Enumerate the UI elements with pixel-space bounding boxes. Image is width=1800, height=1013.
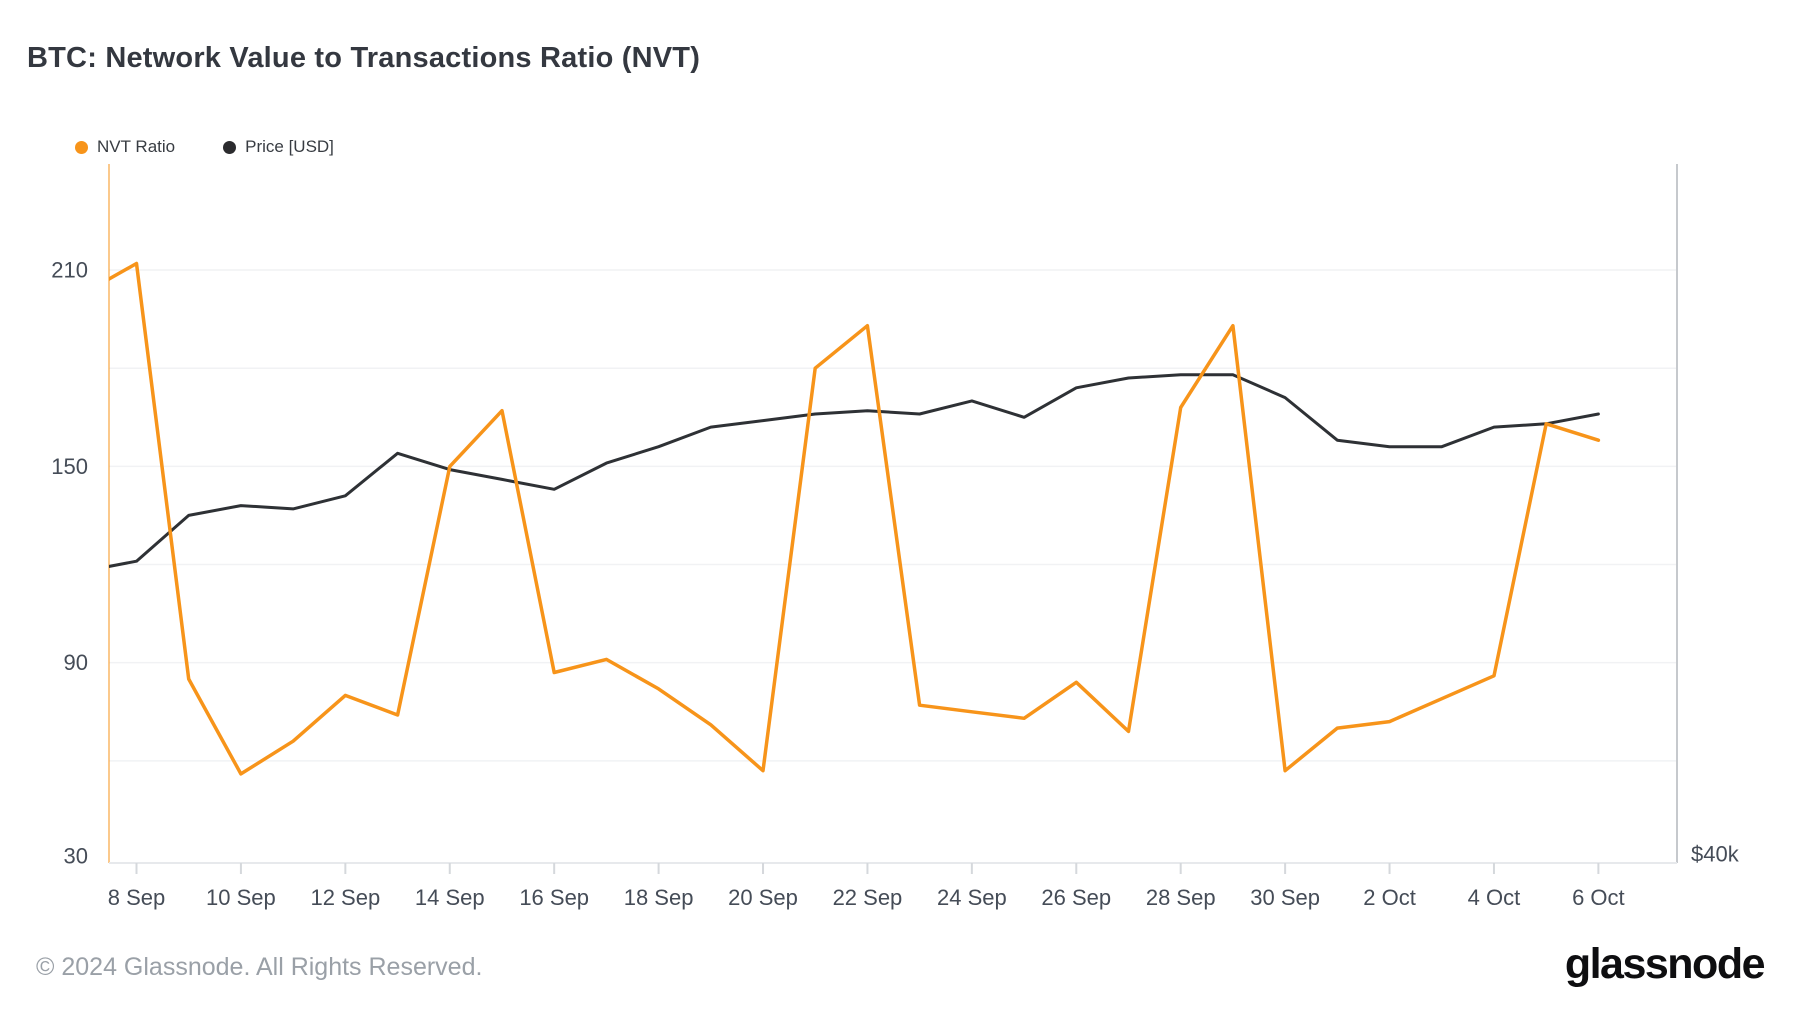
x-axis-label-6-oct: 6 Oct [1572, 885, 1625, 910]
y-axis-label-30: 30 [64, 844, 88, 869]
legend-label: Price [USD] [245, 137, 334, 156]
legend-dot [75, 140, 88, 154]
legend-label: NVT Ratio [97, 137, 176, 156]
y-axis-label-150: 150 [51, 454, 88, 479]
x-axis-labels: 8 Sep 10 Sep 12 Sep 14 Sep 16 Sep 18 Sep 20 Se… [108, 863, 1625, 910]
glassnode-logo: glassnode [1564, 940, 1766, 988]
series-lines [109, 261, 1601, 776]
page-title: BTC: Network Value to Transactions Ratio… [27, 42, 701, 74]
x-axis-label-2-oct: 2 Oct [1363, 885, 1416, 910]
x-axis-label-30-sep: 30 Sep [1250, 885, 1320, 910]
x-axis-label-4-oct: 4 Oct [1468, 885, 1521, 910]
right-axis-label: $40k [1691, 842, 1740, 867]
y-axis-label-210: 210 [51, 258, 88, 283]
y-axis-label-90: 90 [64, 650, 88, 675]
x-axis-label-22-sep: 22 Sep [833, 885, 903, 910]
chart-legend: NVT Ratio Price [USD] [75, 137, 334, 157]
x-axis-label-26-sep: 26 Sep [1041, 885, 1111, 910]
gridlines [109, 269, 1677, 762]
x-axis-label-18-sep: 18 Sep [624, 885, 694, 910]
legend-item-price-usd-[interactable]: Price [USD] [223, 137, 334, 157]
legend-dot [223, 140, 237, 154]
x-axis-label-14-sep: 14 Sep [415, 885, 485, 910]
copyright-text: © 2024 Glassnode. All Rights Reserved. [36, 953, 483, 981]
legend-item-nvt-ratio[interactable]: NVT Ratio [75, 137, 175, 157]
x-axis-label-24-sep: 24 Sep [937, 885, 1007, 910]
x-axis-label-20-sep: 20 Sep [728, 885, 798, 910]
y-axis-labels: 210 150 90 30 [51, 258, 88, 869]
x-axis-label-16-sep: 16 Sep [519, 885, 589, 910]
x-axis-label-10-sep: 10 Sep [206, 885, 276, 910]
right-axis-label-40k: $40k [1691, 842, 1740, 867]
series-line-nvt-ratio [109, 261, 1601, 776]
x-axis-label-8-sep: 8 Sep [108, 885, 166, 910]
x-axis-label-12-sep: 12 Sep [310, 885, 380, 910]
x-axis-label-28-sep: 28 Sep [1146, 885, 1216, 910]
series-line-price-usd- [109, 373, 1600, 568]
